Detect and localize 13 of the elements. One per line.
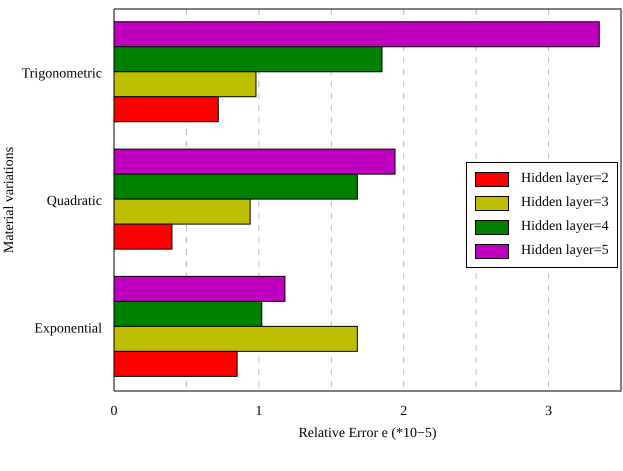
y-tick-label: Quadratic <box>46 194 102 209</box>
x-tick-label: 0 <box>110 404 118 419</box>
x-tick-label: 2 <box>400 404 408 419</box>
legend-label: Hidden layer=3 <box>521 195 609 211</box>
legend-label: Hidden layer=5 <box>521 243 609 259</box>
x-axis-title: Relative Error e (*10−5) <box>298 426 437 441</box>
x-tick-label: 3 <box>545 404 552 419</box>
y-axis-title: Material variations <box>2 146 17 254</box>
y-tick-label: Trigonometric <box>22 66 102 82</box>
legend-label: Hidden layer=2 <box>521 171 609 187</box>
x-tick-label: 1 <box>255 404 262 419</box>
legend-label: Hidden layer=4 <box>521 219 609 235</box>
y-tick-label: Exponential <box>34 321 102 336</box>
